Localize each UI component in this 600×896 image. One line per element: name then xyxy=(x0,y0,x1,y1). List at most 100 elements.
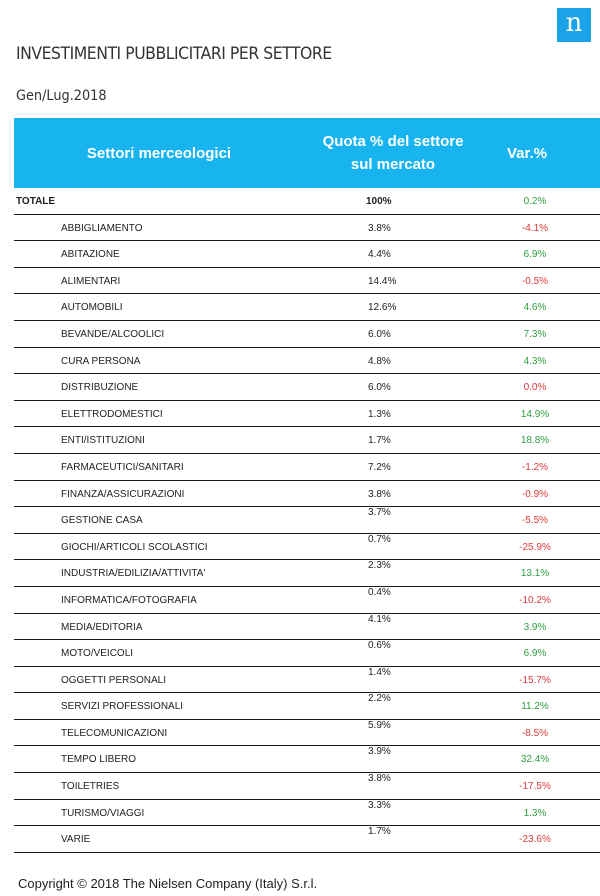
row-name: TOTALE xyxy=(16,196,56,207)
row-share: 3.8% xyxy=(368,773,391,785)
row-var: -17.5% xyxy=(519,781,551,793)
row-var: -0.5% xyxy=(521,275,549,287)
header-var: Var.% xyxy=(506,144,548,162)
row-var: 7.3% xyxy=(523,328,547,340)
table-header: Settori merceologici Quota % del settore… xyxy=(14,118,600,188)
row-var: -15.7% xyxy=(519,674,551,686)
row-name: INDUSTRIA/EDILIZIA/ATTIVITA' xyxy=(61,568,206,580)
row-var: 6.9% xyxy=(523,648,547,660)
row-share: 4.1% xyxy=(368,613,391,625)
table-row: TURISMO/VIAGGI 3.3% 1.3% xyxy=(14,800,600,827)
row-var: 13.1% xyxy=(520,568,550,580)
row-var: -5.5% xyxy=(521,515,549,527)
row-name: MOTO/VEICOLI xyxy=(61,648,134,660)
row-name: INFORMATICA/FOTOGRAFIA xyxy=(61,594,197,606)
table-row: GESTIONE CASA 3.7% -5.5% xyxy=(14,507,600,534)
table-row: ENTI/ISTITUZIONI 1.7% 18.8% xyxy=(14,427,600,454)
table-row: OGGETTI PERSONALI 1.4% -15.7% xyxy=(14,667,600,694)
row-var: 4.3% xyxy=(523,355,547,367)
row-share: 1.3% xyxy=(368,408,391,420)
row-name: GIOCHI/ARTICOLI SCOLASTICI xyxy=(61,541,208,553)
row-share: 2.3% xyxy=(368,560,391,572)
table-row: ABITAZIONE 4.4% 6.9% xyxy=(14,241,600,268)
row-name: MEDIA/EDITORIA xyxy=(61,621,143,633)
table-row: ABBIGLIAMENTO 3.8% -4.1% xyxy=(14,215,600,242)
nielsen-logo: n xyxy=(557,8,591,42)
row-share: 0.6% xyxy=(368,640,391,652)
row-name: TURISMO/VIAGGI xyxy=(61,807,145,819)
row-share: 100% xyxy=(366,196,392,207)
table-row: FARMACEUTICI/SANITARI 7.2% -1.2% xyxy=(14,454,600,481)
header-sector: Settori merceologici xyxy=(86,144,232,162)
row-share: 1.7% xyxy=(368,435,391,447)
sector-table: TOTALE 100% 0.2% ABBIGLIAMENTO 3.8% -4.1% A… xyxy=(14,188,600,853)
table-row: FINANZA/ASSICURAZIONI 3.8% -0.9% xyxy=(14,481,600,508)
table-row: TEMPO LIBERO 3.9% 32.4% xyxy=(14,746,600,774)
row-var: 0.2% xyxy=(523,196,547,207)
row-var: 18.8% xyxy=(520,435,550,447)
row-name: OGGETTI PERSONALI xyxy=(61,674,167,686)
row-name: TOILETRIES xyxy=(61,781,120,793)
row-share: 2.2% xyxy=(368,693,391,705)
row-var: -4.1% xyxy=(521,222,549,234)
row-share: 3.8% xyxy=(368,488,391,500)
row-share: 6.0% xyxy=(368,382,391,394)
row-var: 14.9% xyxy=(520,408,550,420)
row-share: 1.4% xyxy=(368,666,391,678)
row-share: 1.7% xyxy=(368,826,391,838)
table-row: ALIMENTARI 14.4% -0.5% xyxy=(14,268,600,295)
row-share: 5.9% xyxy=(368,719,391,731)
table-row: INDUSTRIA/EDILIZIA/ATTIVITA' 2.3% 13.1% xyxy=(14,560,600,587)
row-var: 3.9% xyxy=(523,621,547,633)
row-name: CURA PERSONA xyxy=(61,355,141,367)
row-share: 0.7% xyxy=(368,533,391,545)
row-name: FARMACEUTICI/SANITARI xyxy=(61,461,184,473)
row-var: 4.6% xyxy=(523,302,547,314)
row-var: -1.2% xyxy=(521,461,549,473)
table-row: TELECOMUNICAZIONI 5.9% -8.5% xyxy=(14,720,600,747)
header-share: Quota % del settore sul mercato xyxy=(322,133,464,173)
row-var: 11.2% xyxy=(521,701,549,713)
row-name: ALIMENTARI xyxy=(61,275,121,287)
row-share: 12.6% xyxy=(368,302,397,314)
row-share: 4.8% xyxy=(368,355,391,367)
table-row: GIOCHI/ARTICOLI SCOLASTICI 0.7% -25.9% xyxy=(14,534,600,561)
row-var: 32.4% xyxy=(520,754,550,766)
row-share: 6.0% xyxy=(368,328,391,340)
table-row: ELETTRODOMESTICI 1.3% 14.9% xyxy=(14,401,600,428)
page-title: INVESTIMENTI PUBBLICITARI PER SETTORE xyxy=(16,44,332,64)
row-name: TEMPO LIBERO xyxy=(61,754,137,766)
row-name: GESTIONE CASA xyxy=(61,515,143,527)
table-row: AUTOMOBILI 12.6% 4.6% xyxy=(14,294,600,321)
row-var: -25.9% xyxy=(519,541,551,553)
row-var: 6.9% xyxy=(523,249,547,261)
row-name: AUTOMOBILI xyxy=(61,302,123,314)
row-name: SERVIZI PROFESSIONALI xyxy=(61,701,184,713)
table-row: DISTRIBUZIONE 6.0% 0.0% xyxy=(14,374,600,401)
row-share: 3.9% xyxy=(368,746,391,758)
row-share: 7.2% xyxy=(368,461,391,473)
copyright-footer: Copyright © 2018 The Nielsen Company (It… xyxy=(18,876,318,891)
row-share: 4.4% xyxy=(368,249,391,261)
row-share: 3.7% xyxy=(368,507,391,519)
row-var: -8.5% xyxy=(521,727,549,739)
row-share: 0.4% xyxy=(368,586,391,598)
row-share: 14.4% xyxy=(368,275,397,287)
row-share: 3.8% xyxy=(368,222,391,234)
row-name: TELECOMUNICAZIONI xyxy=(61,727,168,739)
table-row: SERVIZI PROFESSIONALI 2.2% 11.2% xyxy=(14,693,600,720)
row-var: 1.3% xyxy=(523,807,547,819)
row-name: FINANZA/ASSICURAZIONI xyxy=(61,488,185,500)
table-row: BEVANDE/ALCOOLICI 6.0% 7.3% xyxy=(14,321,600,348)
row-share: 3.3% xyxy=(368,799,391,811)
row-name: ABBIGLIAMENTO xyxy=(61,222,143,234)
row-var: -0.9% xyxy=(521,488,549,500)
row-var: -23.6% xyxy=(519,834,551,846)
row-name: DISTRIBUZIONE xyxy=(61,382,139,394)
table-row: MEDIA/EDITORIA 4.1% 3.9% xyxy=(14,614,600,641)
row-name: ELETTRODOMESTICI xyxy=(61,408,163,420)
row-var: 0.0% xyxy=(523,382,547,394)
row-name: ENTI/ISTITUZIONI xyxy=(61,435,145,447)
table-row: INFORMATICA/FOTOGRAFIA 0.4% -10.2% xyxy=(14,587,600,614)
table-row: MOTO/VEICOLI 0.6% 6.9% xyxy=(14,640,600,667)
